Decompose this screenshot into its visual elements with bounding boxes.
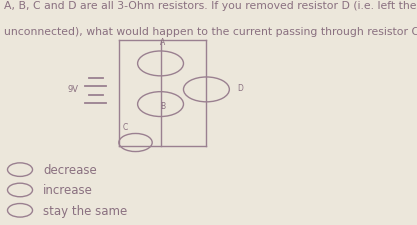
Text: D: D — [237, 83, 243, 92]
Text: unconnected), what would happen to the current passing through resistor C?: unconnected), what would happen to the c… — [4, 27, 417, 37]
Text: C: C — [123, 123, 128, 132]
Text: stay the same: stay the same — [43, 204, 127, 217]
Text: 9V: 9V — [68, 84, 78, 93]
Text: increase: increase — [43, 184, 93, 197]
Text: A: A — [160, 38, 165, 47]
Text: B: B — [160, 101, 165, 110]
Text: decrease: decrease — [43, 163, 97, 176]
Text: A, B, C and D are all 3-Ohm resistors. If you removed resistor D (i.e. left the : A, B, C and D are all 3-Ohm resistors. I… — [4, 1, 417, 11]
